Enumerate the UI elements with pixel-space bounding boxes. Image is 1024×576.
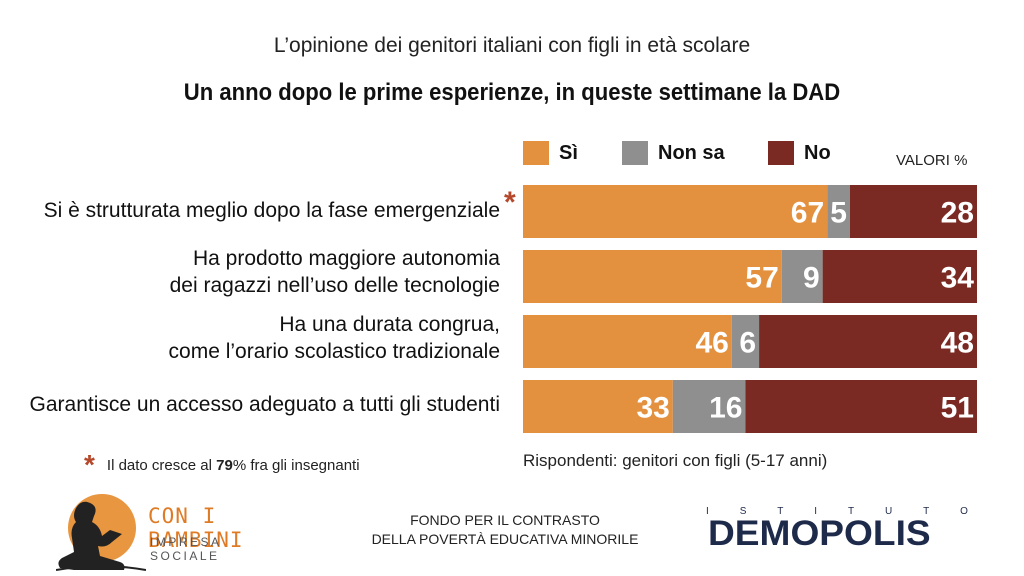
bar-value-no-row-1: 28 xyxy=(941,197,974,230)
bar-segment-no-row-4 xyxy=(745,380,977,433)
footnote: * Il dato cresce al 79% fra gli insegnan… xyxy=(84,449,360,481)
bar-segment-si-row-2 xyxy=(523,250,782,303)
bar-value-non-sa-row-3: 6 xyxy=(739,327,756,360)
bar-value-si-row-2: 57 xyxy=(745,262,778,295)
legend-item-non-sa: Non sa xyxy=(622,141,725,165)
demopolis-istituto: I S T I T U T O xyxy=(706,506,968,517)
row-label-3-line2: come l’orario scolastico tradizionale xyxy=(168,340,500,363)
con-i-bambini-logo: CON I BAMBINI IMPRESA SOCIALE xyxy=(56,492,296,572)
child-reading-icon xyxy=(56,494,146,571)
bar-segment-non-sa-row-4 xyxy=(672,380,746,433)
bar-segment-no-row-1 xyxy=(849,185,977,238)
fund-line1: FONDO PER IL CONTRASTO xyxy=(410,512,600,528)
legend-label-si: Sì xyxy=(559,141,578,164)
bar-segment-si-row-3 xyxy=(523,315,732,368)
bar-value-si-row-4: 33 xyxy=(636,392,669,425)
istituto-letter: T xyxy=(923,506,930,517)
bar-segment-non-sa-row-2 xyxy=(781,250,823,303)
legend-label-non-sa: Non sa xyxy=(658,141,725,164)
demopolis-wordmark: DEMOPOLIS xyxy=(708,514,931,553)
bar-value-si-row-3: 46 xyxy=(695,327,728,360)
row-label-4-line1: Garantisce un accesso adeguato a tutti g… xyxy=(29,393,500,416)
footnote-prefix: Il dato cresce al xyxy=(106,456,217,474)
istituto-letter: I xyxy=(814,506,818,517)
footnote-highlight: 79 xyxy=(216,456,233,474)
legend-item-no: No xyxy=(768,141,831,165)
istituto-letter: I xyxy=(706,506,709,517)
legend-label-no: No xyxy=(804,141,831,164)
bar-segment-si-row-4 xyxy=(523,380,673,433)
istituto-letter: U xyxy=(884,506,893,517)
footnote-asterisk-icon: * xyxy=(84,449,95,480)
legend-swatch-no xyxy=(768,141,794,165)
legend-item-si: Sì xyxy=(523,141,578,165)
con-i-bambini-title: CON I BAMBINI xyxy=(148,504,244,552)
bar-value-non-sa-row-4: 16 xyxy=(709,392,742,425)
legend: Sì Non sa No xyxy=(523,139,983,169)
con-i-bambini-subtitle: IMPRESA SOCIALE xyxy=(150,535,221,563)
row-label-4: Garantisce un accesso adeguato a tutti g… xyxy=(0,391,500,418)
demopolis-logo: I S T I T U T O DEMOPOLIS xyxy=(706,506,976,566)
legend-swatch-si xyxy=(523,141,549,165)
row-label-3-line1: Ha una durata congrua, xyxy=(279,313,500,336)
row-label-2-line2: dei ragazzi nell’uso delle tecnologie xyxy=(169,274,500,297)
bar-value-no-row-3: 48 xyxy=(941,327,974,360)
asterisk-icon: * xyxy=(504,186,516,219)
respondents-note: Rispondenti: genitori con figli (5-17 an… xyxy=(523,451,828,470)
bar-segment-non-sa-row-3 xyxy=(731,315,760,368)
units-label: VALORI % xyxy=(896,152,968,169)
row-label-1: Si è strutturata meglio dopo la fase eme… xyxy=(0,197,500,224)
fund-text: FONDO PER IL CONTRASTO DELLA POVERTÀ EDU… xyxy=(355,511,655,549)
istituto-letter: T xyxy=(777,506,784,517)
bar-value-si-row-1: 67 xyxy=(791,197,824,230)
legend-swatch-non-sa xyxy=(622,141,648,165)
footnote-suffix: % fra gli insegnanti xyxy=(232,456,360,474)
bar-segment-no-row-3 xyxy=(759,315,977,368)
chart-title: Un anno dopo le prime esperienze, in que… xyxy=(183,79,841,106)
chart-subtitle: L’opinione dei genitori italiani con fig… xyxy=(273,34,751,57)
fund-line2: DELLA POVERTÀ EDUCATIVA MINORILE xyxy=(371,531,639,547)
bar-value-non-sa-row-1: 5 xyxy=(830,197,847,230)
bar-value-no-row-2: 34 xyxy=(941,262,975,295)
row-label-2-line1: Ha prodotto maggiore autonomia xyxy=(192,247,500,270)
istituto-letter: O xyxy=(960,506,968,517)
row-label-2: Ha prodotto maggiore autonomia dei ragaz… xyxy=(0,245,500,299)
bar-value-non-sa-row-2: 9 xyxy=(803,262,820,295)
bar-value-no-row-4: 51 xyxy=(941,392,974,425)
istituto-letter: T xyxy=(847,506,855,517)
bar-segment-si-row-1 xyxy=(523,185,828,238)
row-label-3: Ha una durata congrua, come l’orario sco… xyxy=(0,311,500,365)
row-label-1-line1: Si è strutturata meglio dopo la fase eme… xyxy=(43,199,500,222)
istituto-letter: S xyxy=(739,506,747,517)
bar-segment-no-row-2 xyxy=(822,250,977,303)
footnote-text: Il dato cresce al 79% fra gli insegnanti xyxy=(107,457,360,474)
bar-segment-non-sa-row-1 xyxy=(827,185,850,238)
